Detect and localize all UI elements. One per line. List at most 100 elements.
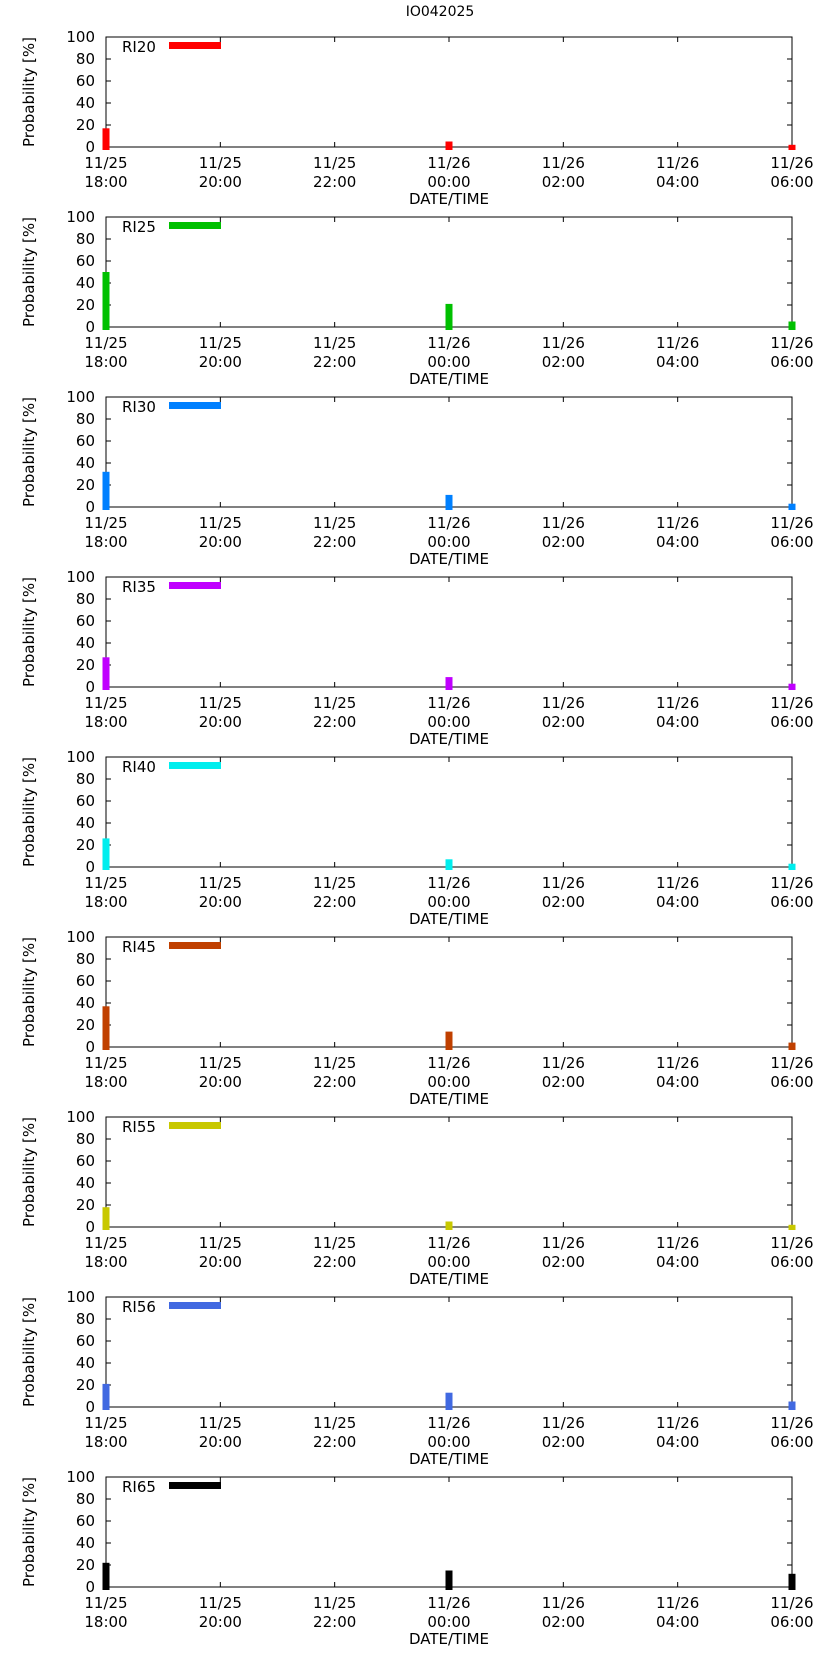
x-tick-label-time: 18:00 — [84, 533, 127, 551]
bar — [445, 1570, 453, 1590]
x-tick-label-time: 00:00 — [427, 893, 470, 911]
x-tick-label-date: 11/26 — [770, 1054, 813, 1072]
y-tick-label: 0 — [85, 138, 95, 156]
y-axis-label: Probability [%] — [20, 937, 38, 1047]
bar — [445, 1221, 453, 1230]
y-axis-label: Probability [%] — [20, 757, 38, 867]
bar — [445, 859, 453, 870]
x-tick-label-date: 11/25 — [199, 154, 242, 172]
y-tick-label: 60 — [76, 1332, 95, 1350]
x-tick-label-date: 11/26 — [770, 334, 813, 352]
x-tick-label-date: 11/26 — [656, 1594, 699, 1612]
y-tick-label: 100 — [66, 28, 95, 46]
x-tick-label-date: 11/26 — [542, 694, 585, 712]
x-tick-label-time: 02:00 — [542, 353, 585, 371]
y-tick-label: 20 — [76, 836, 95, 854]
y-tick-label: 80 — [76, 50, 95, 68]
x-tick-label-time: 22:00 — [313, 1433, 356, 1451]
y-tick-label: 40 — [76, 1174, 95, 1192]
x-tick-label-time: 22:00 — [313, 713, 356, 731]
y-tick-label: 60 — [76, 972, 95, 990]
x-axis-label: DATE/TIME — [409, 1450, 489, 1468]
legend-label: RI56 — [122, 1298, 156, 1316]
x-tick-label-date: 11/26 — [427, 514, 470, 532]
bar — [788, 863, 796, 870]
x-tick-label-date: 11/26 — [656, 514, 699, 532]
x-tick-label-time: 06:00 — [770, 1073, 813, 1091]
x-tick-label-time: 04:00 — [656, 173, 699, 191]
y-tick-label: 20 — [76, 656, 95, 674]
plot-frame — [105, 756, 793, 868]
x-tick-label-time: 00:00 — [427, 1253, 470, 1271]
x-tick-label-time: 02:00 — [542, 173, 585, 191]
bar — [102, 657, 110, 690]
x-axis-label: DATE/TIME — [409, 190, 489, 208]
x-tick-label-time: 04:00 — [656, 533, 699, 551]
panels-container: 0 20 40 60 80 100 Probability [%] 11/25 18:00 11/… — [20, 28, 814, 1648]
x-tick-label-date: 11/25 — [199, 334, 242, 352]
bar — [445, 1031, 453, 1050]
plot-frame — [105, 1296, 793, 1408]
x-tick-label-time: 20:00 — [199, 713, 242, 731]
figure-title: IO042025 — [406, 4, 475, 20]
bar — [788, 1401, 796, 1410]
y-tick-label: 60 — [76, 72, 95, 90]
y-tick-label: 100 — [66, 208, 95, 226]
plot-frame — [105, 936, 793, 1048]
y-tick-label: 100 — [66, 388, 95, 406]
x-axis-label: DATE/TIME — [409, 730, 489, 748]
x-tick-label-date: 11/26 — [770, 154, 813, 172]
y-tick-label: 100 — [66, 1288, 95, 1306]
y-tick-label: 80 — [76, 230, 95, 248]
y-tick-label: 60 — [76, 252, 95, 270]
y-axis-label: Probability [%] — [20, 217, 38, 327]
bar — [102, 1562, 110, 1590]
x-tick-label-date: 11/26 — [656, 1234, 699, 1252]
x-tick-label-time: 06:00 — [770, 353, 813, 371]
x-tick-label-time: 04:00 — [656, 1253, 699, 1271]
y-axis-label: Probability [%] — [20, 1117, 38, 1227]
bar — [788, 1042, 796, 1050]
x-tick-label-time: 00:00 — [427, 533, 470, 551]
x-tick-label-date: 11/26 — [656, 874, 699, 892]
x-tick-label-time: 00:00 — [427, 173, 470, 191]
x-tick-label-date: 11/25 — [313, 1234, 356, 1252]
x-tick-label-date: 11/25 — [199, 1414, 242, 1432]
y-tick-label: 60 — [76, 612, 95, 630]
x-tick-label-time: 22:00 — [313, 173, 356, 191]
y-axis-label: Probability [%] — [20, 37, 38, 147]
legend-swatch — [169, 1122, 221, 1129]
x-tick-label-time: 06:00 — [770, 173, 813, 191]
x-tick-label-time: 22:00 — [313, 353, 356, 371]
x-tick-label-date: 11/25 — [84, 694, 127, 712]
y-tick-label: 20 — [76, 1196, 95, 1214]
x-tick-label-date: 11/26 — [656, 154, 699, 172]
x-tick-label-date: 11/25 — [199, 1054, 242, 1072]
x-tick-label-time: 06:00 — [770, 1433, 813, 1451]
x-tick-label-date: 11/25 — [313, 874, 356, 892]
x-tick-label-time: 04:00 — [656, 1433, 699, 1451]
plot-frame — [105, 576, 793, 688]
y-tick-label: 100 — [66, 1468, 95, 1486]
y-tick-label: 20 — [76, 476, 95, 494]
y-tick-label: 80 — [76, 770, 95, 788]
x-axis-label: DATE/TIME — [409, 1630, 489, 1648]
y-tick-label: 80 — [76, 1130, 95, 1148]
y-tick-label: 100 — [66, 568, 95, 586]
x-tick-label-time: 22:00 — [313, 893, 356, 911]
bar — [788, 503, 796, 510]
y-tick-label: 80 — [76, 410, 95, 428]
x-tick-label-date: 11/26 — [542, 1414, 585, 1432]
bar — [445, 1392, 453, 1410]
x-tick-label-time: 20:00 — [199, 893, 242, 911]
y-tick-label: 60 — [76, 1512, 95, 1530]
x-tick-label-time: 20:00 — [199, 1073, 242, 1091]
x-tick-label-date: 11/26 — [427, 154, 470, 172]
x-tick-label-date: 11/26 — [427, 1414, 470, 1432]
x-tick-label-time: 02:00 — [542, 893, 585, 911]
x-axis-label: DATE/TIME — [409, 550, 489, 568]
